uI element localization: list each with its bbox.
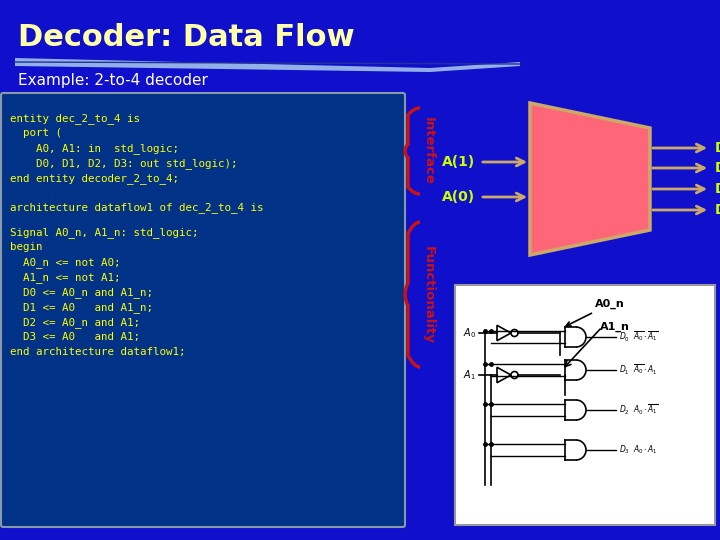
Text: Functionality: Functionality — [421, 246, 434, 343]
Text: $D_3$  $A_0\cdot A_1$: $D_3$ $A_0\cdot A_1$ — [619, 444, 657, 456]
Text: A1_n <= not A1;: A1_n <= not A1; — [10, 272, 120, 283]
Text: Signal A0_n, A1_n: std_logic;: Signal A0_n, A1_n: std_logic; — [10, 227, 199, 238]
Text: begin: begin — [10, 242, 42, 252]
Text: Example: 2-to-4 decoder: Example: 2-to-4 decoder — [18, 72, 208, 87]
Text: port (: port ( — [10, 128, 62, 138]
Text: Interface: Interface — [421, 117, 434, 185]
Text: A0, A1: in  std_logic;: A0, A1: in std_logic; — [10, 143, 179, 154]
Text: D2: D2 — [715, 161, 720, 175]
Text: $D_1$  $\overline{A_0}\cdot A_1$: $D_1$ $\overline{A_0}\cdot A_1$ — [619, 363, 657, 377]
Text: D3: D3 — [715, 141, 720, 155]
Text: Decoder: Data Flow: Decoder: Data Flow — [18, 24, 355, 52]
Text: D0 <= A0_n and A1_n;: D0 <= A0_n and A1_n; — [10, 287, 153, 298]
Text: A1_n: A1_n — [600, 322, 630, 332]
Text: entity dec_2_to_4 is: entity dec_2_to_4 is — [10, 113, 140, 124]
Circle shape — [511, 329, 518, 336]
Text: D2 <= A0_n and A1;: D2 <= A0_n and A1; — [10, 317, 140, 328]
Text: D1 <= A0   and A1_n;: D1 <= A0 and A1_n; — [10, 302, 153, 313]
Text: $D_0$  $\overline{A_0}\cdot\overline{A_1}$: $D_0$ $\overline{A_0}\cdot\overline{A_1}… — [619, 330, 659, 344]
Text: $D_2$  $A_0\cdot\overline{A_1}$: $D_2$ $A_0\cdot\overline{A_1}$ — [619, 403, 659, 417]
Polygon shape — [530, 103, 650, 255]
Text: D0, D1, D2, D3: out std_logic);: D0, D1, D2, D3: out std_logic); — [10, 158, 238, 169]
FancyBboxPatch shape — [455, 285, 715, 525]
Text: $A_1$: $A_1$ — [463, 368, 476, 382]
Polygon shape — [497, 325, 511, 341]
Text: $A_0$: $A_0$ — [463, 326, 476, 340]
Text: A0_n: A0_n — [566, 299, 625, 326]
Text: D3 <= A0   and A1;: D3 <= A0 and A1; — [10, 332, 140, 342]
Circle shape — [511, 372, 518, 379]
Text: D1: D1 — [715, 182, 720, 196]
Polygon shape — [15, 58, 520, 72]
Text: A(0): A(0) — [442, 190, 475, 204]
Text: end entity decoder_2_to_4;: end entity decoder_2_to_4; — [10, 173, 179, 184]
Polygon shape — [497, 367, 511, 383]
Text: architecture dataflow1 of dec_2_to_4 is: architecture dataflow1 of dec_2_to_4 is — [10, 202, 264, 213]
FancyBboxPatch shape — [1, 93, 405, 527]
Text: end architecture dataflow1;: end architecture dataflow1; — [10, 347, 186, 357]
Text: D0: D0 — [715, 203, 720, 217]
Text: A(1): A(1) — [442, 155, 475, 169]
Text: A0_n <= not A0;: A0_n <= not A0; — [10, 257, 120, 268]
